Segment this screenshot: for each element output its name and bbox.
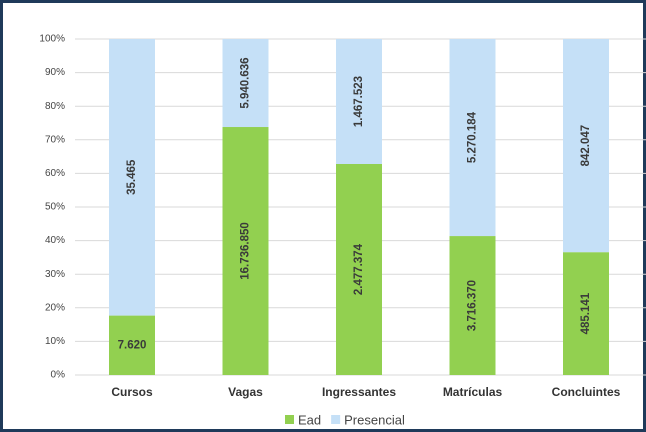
x-tick-label: Vagas bbox=[228, 385, 263, 399]
bar-segment bbox=[563, 252, 609, 375]
legend-label: Ead bbox=[298, 412, 321, 427]
bar-segment bbox=[222, 127, 269, 375]
bar-segment bbox=[449, 236, 496, 375]
y-tick-label: 70% bbox=[45, 134, 65, 145]
legend-label: Presencial bbox=[344, 412, 405, 427]
data-label: 5.940.636 bbox=[240, 57, 252, 108]
data-label: 7.620 bbox=[118, 339, 147, 351]
data-label: 2.477.374 bbox=[353, 243, 365, 295]
y-tick-label: 20% bbox=[45, 302, 65, 313]
y-tick-label: 90% bbox=[45, 67, 65, 78]
x-tick-label: Concluintes bbox=[552, 385, 621, 399]
bar-segment bbox=[449, 39, 496, 237]
x-tick-label: Cursos bbox=[111, 385, 153, 399]
y-tick-label: 40% bbox=[45, 235, 65, 246]
x-tick-label: Ingressantes bbox=[322, 385, 396, 399]
x-tick-label: Matrículas bbox=[443, 385, 503, 399]
y-tick-label: 10% bbox=[45, 336, 65, 347]
legend-swatch bbox=[285, 415, 294, 424]
legend-swatch bbox=[331, 415, 341, 424]
data-label: 485.141 bbox=[580, 292, 592, 334]
y-tick-label: 30% bbox=[45, 269, 65, 280]
bar-segment bbox=[109, 39, 155, 316]
data-label: 842.047 bbox=[580, 125, 592, 167]
y-tick-label: 100% bbox=[39, 34, 65, 45]
bar-segment bbox=[336, 163, 382, 375]
y-tick-label: 0% bbox=[51, 370, 66, 381]
bar-segment bbox=[336, 39, 382, 164]
data-label: 16.736.850 bbox=[240, 222, 252, 280]
data-label: 35.465 bbox=[126, 159, 138, 195]
data-label: 3.716.370 bbox=[467, 280, 479, 331]
data-label: 5.270.184 bbox=[467, 111, 479, 163]
data-label: 1.467.523 bbox=[353, 76, 365, 127]
y-tick-label: 60% bbox=[45, 168, 65, 179]
bar-segment bbox=[109, 315, 155, 375]
bar-segment bbox=[222, 39, 269, 128]
bar-segment bbox=[563, 39, 609, 253]
y-tick-label: 50% bbox=[45, 202, 65, 213]
y-tick-label: 80% bbox=[45, 101, 65, 112]
